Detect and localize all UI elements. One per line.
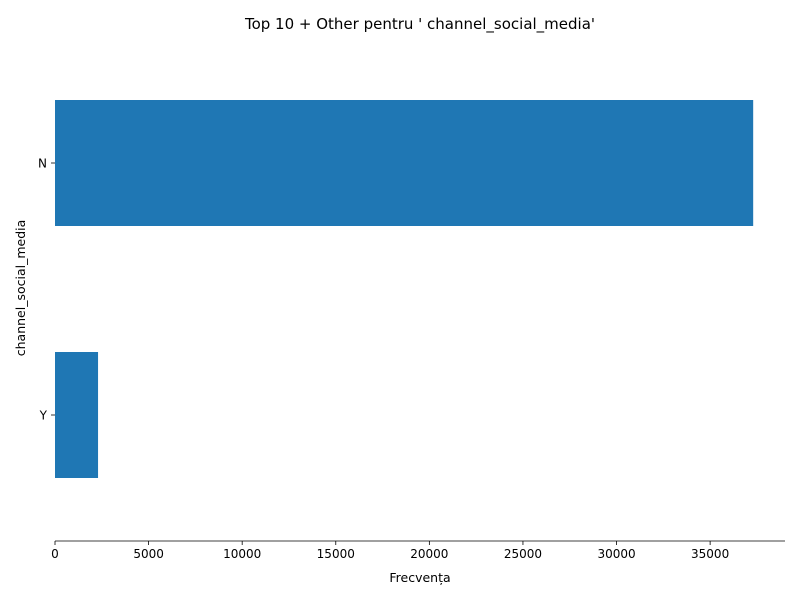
chart-title: Top 10 + Other pentru ' channel_social_m…: [244, 15, 595, 34]
y-axis-label: channel_social_media: [13, 220, 28, 357]
y-axis: NY: [38, 157, 55, 423]
x-tick-label: 20000: [410, 547, 448, 561]
x-tick-label: 35000: [691, 547, 729, 561]
y-tick-label: Y: [39, 409, 48, 423]
x-tick-label: 10000: [223, 547, 261, 561]
x-tick-label: 5000: [133, 547, 164, 561]
x-tick-label: 30000: [597, 547, 635, 561]
x-tick-label: 0: [51, 547, 59, 561]
bar-n: [55, 100, 754, 226]
x-tick-label: 25000: [504, 547, 542, 561]
y-tick-label: N: [38, 157, 47, 171]
x-axis: 0 5000 10000 15000 20000 25000 30000 35000: [51, 540, 785, 561]
bar-y: [55, 352, 99, 478]
x-tick-label: 15000: [317, 547, 355, 561]
bars-layer: [55, 100, 754, 478]
x-axis-label: Frecvența: [389, 570, 450, 585]
